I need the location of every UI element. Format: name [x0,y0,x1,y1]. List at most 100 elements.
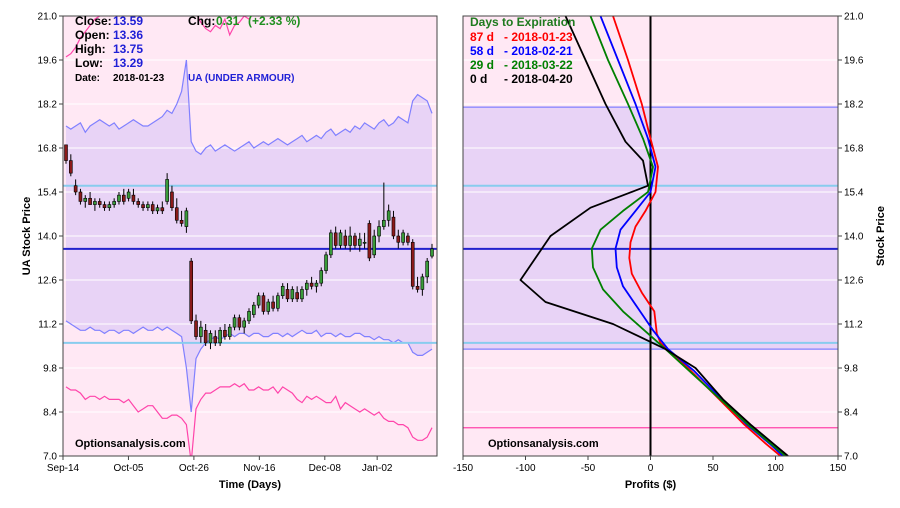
right-y-tick-label: 14.0 [844,232,864,243]
profit-curve-29d [589,16,787,456]
candle-up [208,333,213,344]
candle-down [333,232,338,246]
date-value: 2018-01-23 [113,73,165,84]
candle-up [401,232,405,243]
candle-up [420,276,425,290]
candle-down [150,204,155,212]
candle-up [155,207,160,212]
right-y-tick-label: 11.2 [844,320,863,331]
watermark: Optionsanalysis.com [75,438,186,450]
legend-days: 0 d [470,72,487,86]
y-tick-label: 14.0 [38,232,58,243]
legend-date: - 2018-01-23 [504,30,573,44]
candle-down [131,194,136,202]
candle-up [372,235,377,256]
right-y-tick-label: 8.4 [844,408,858,419]
candle-up [314,282,319,287]
candle-down [309,282,314,287]
y-tick-label: 9.8 [43,364,57,375]
candle-up [430,248,434,257]
candle-down [174,207,179,221]
candle-down [396,235,401,243]
candle-up [362,241,367,244]
right-y-tick-label: 12.6 [844,276,864,287]
candle-down [343,235,348,246]
legend-days: 87 d [470,30,494,44]
right-y-axis-title: Stock Price [875,206,887,266]
right-y-tick-label: 21.0 [844,12,864,23]
date-label: Date: [75,73,100,84]
candle-up [319,270,324,284]
candle-up [184,210,189,227]
right-y-tick-label: 19.6 [844,56,864,67]
legend-date: - 2018-02-21 [504,44,573,58]
profit-curves [519,16,789,456]
right-y-tick-label: 16.8 [844,144,864,155]
right-x-tick-label: -100 [515,463,535,474]
candle-down [295,292,299,300]
candle-down [78,191,83,202]
y-axis-title: UA Stock Price [21,197,33,275]
candle-down [237,317,242,328]
candle-up [256,295,261,306]
candle-down [102,204,107,209]
inner-upper-band [65,59,433,156]
inner-lower-band [65,320,433,413]
candle-up [242,320,246,328]
info-label: High: [75,42,106,56]
candle-down [136,201,141,205]
candle-up [146,204,150,209]
y-tick-label: 7.0 [43,452,57,463]
candle-down [194,320,198,337]
candle-up [218,329,222,344]
candle-up [357,238,362,246]
y-tick-label: 16.8 [38,144,58,155]
y-tick-label: 21.0 [38,12,58,23]
candle-up [290,289,295,300]
right-y-tick-label: 9.8 [844,364,858,375]
y-tick-label: 19.6 [38,56,58,67]
right-y-tick-label: 18.2 [844,100,864,111]
chg-pct-value: (+2.33 %) [248,14,300,28]
candle-down [64,144,68,161]
info-value: 13.36 [113,28,143,42]
candle-down [261,295,266,312]
y-tick-label: 15.4 [38,188,58,199]
candle-up [112,201,116,205]
candle-up [107,204,112,209]
info-label: Open: [75,28,110,42]
right-x-tick-label: 150 [830,463,847,474]
candle-up [338,232,343,246]
candle-down [391,216,396,237]
legend-days: 58 d [470,44,494,58]
x-tick-label: Dec-08 [309,463,342,474]
candle-up [386,210,391,221]
x-axis-title: Time (Days) [219,479,281,491]
info-value: 13.75 [113,42,143,56]
candle-up [227,326,232,337]
x-tick-label: Oct-26 [179,463,209,474]
x-tick-label: Oct-05 [113,463,143,474]
info-value: 13.59 [113,14,143,28]
legend-days: 29 d [470,58,494,72]
candle-up [382,219,386,227]
y-tick-label: 11.2 [38,320,57,331]
ticker-label: UA (UNDER ARMOUR) [188,73,294,84]
candle-up [252,304,256,315]
candle-up [276,295,280,309]
candle-up [329,232,333,256]
candle-up [93,201,97,205]
candle-up [126,191,131,199]
candle-down [213,336,218,344]
candle-up [266,301,271,312]
info-label: Low: [75,56,103,70]
right-x-tick-label: 100 [767,463,784,474]
candle-down [170,191,174,209]
legend-date: - 2018-04-20 [504,72,573,86]
candle-down [353,235,357,246]
right-x-tick-label: 50 [707,463,719,474]
candle-down [367,223,372,259]
candle-up [324,254,328,271]
outer-lower-band [65,382,433,456]
